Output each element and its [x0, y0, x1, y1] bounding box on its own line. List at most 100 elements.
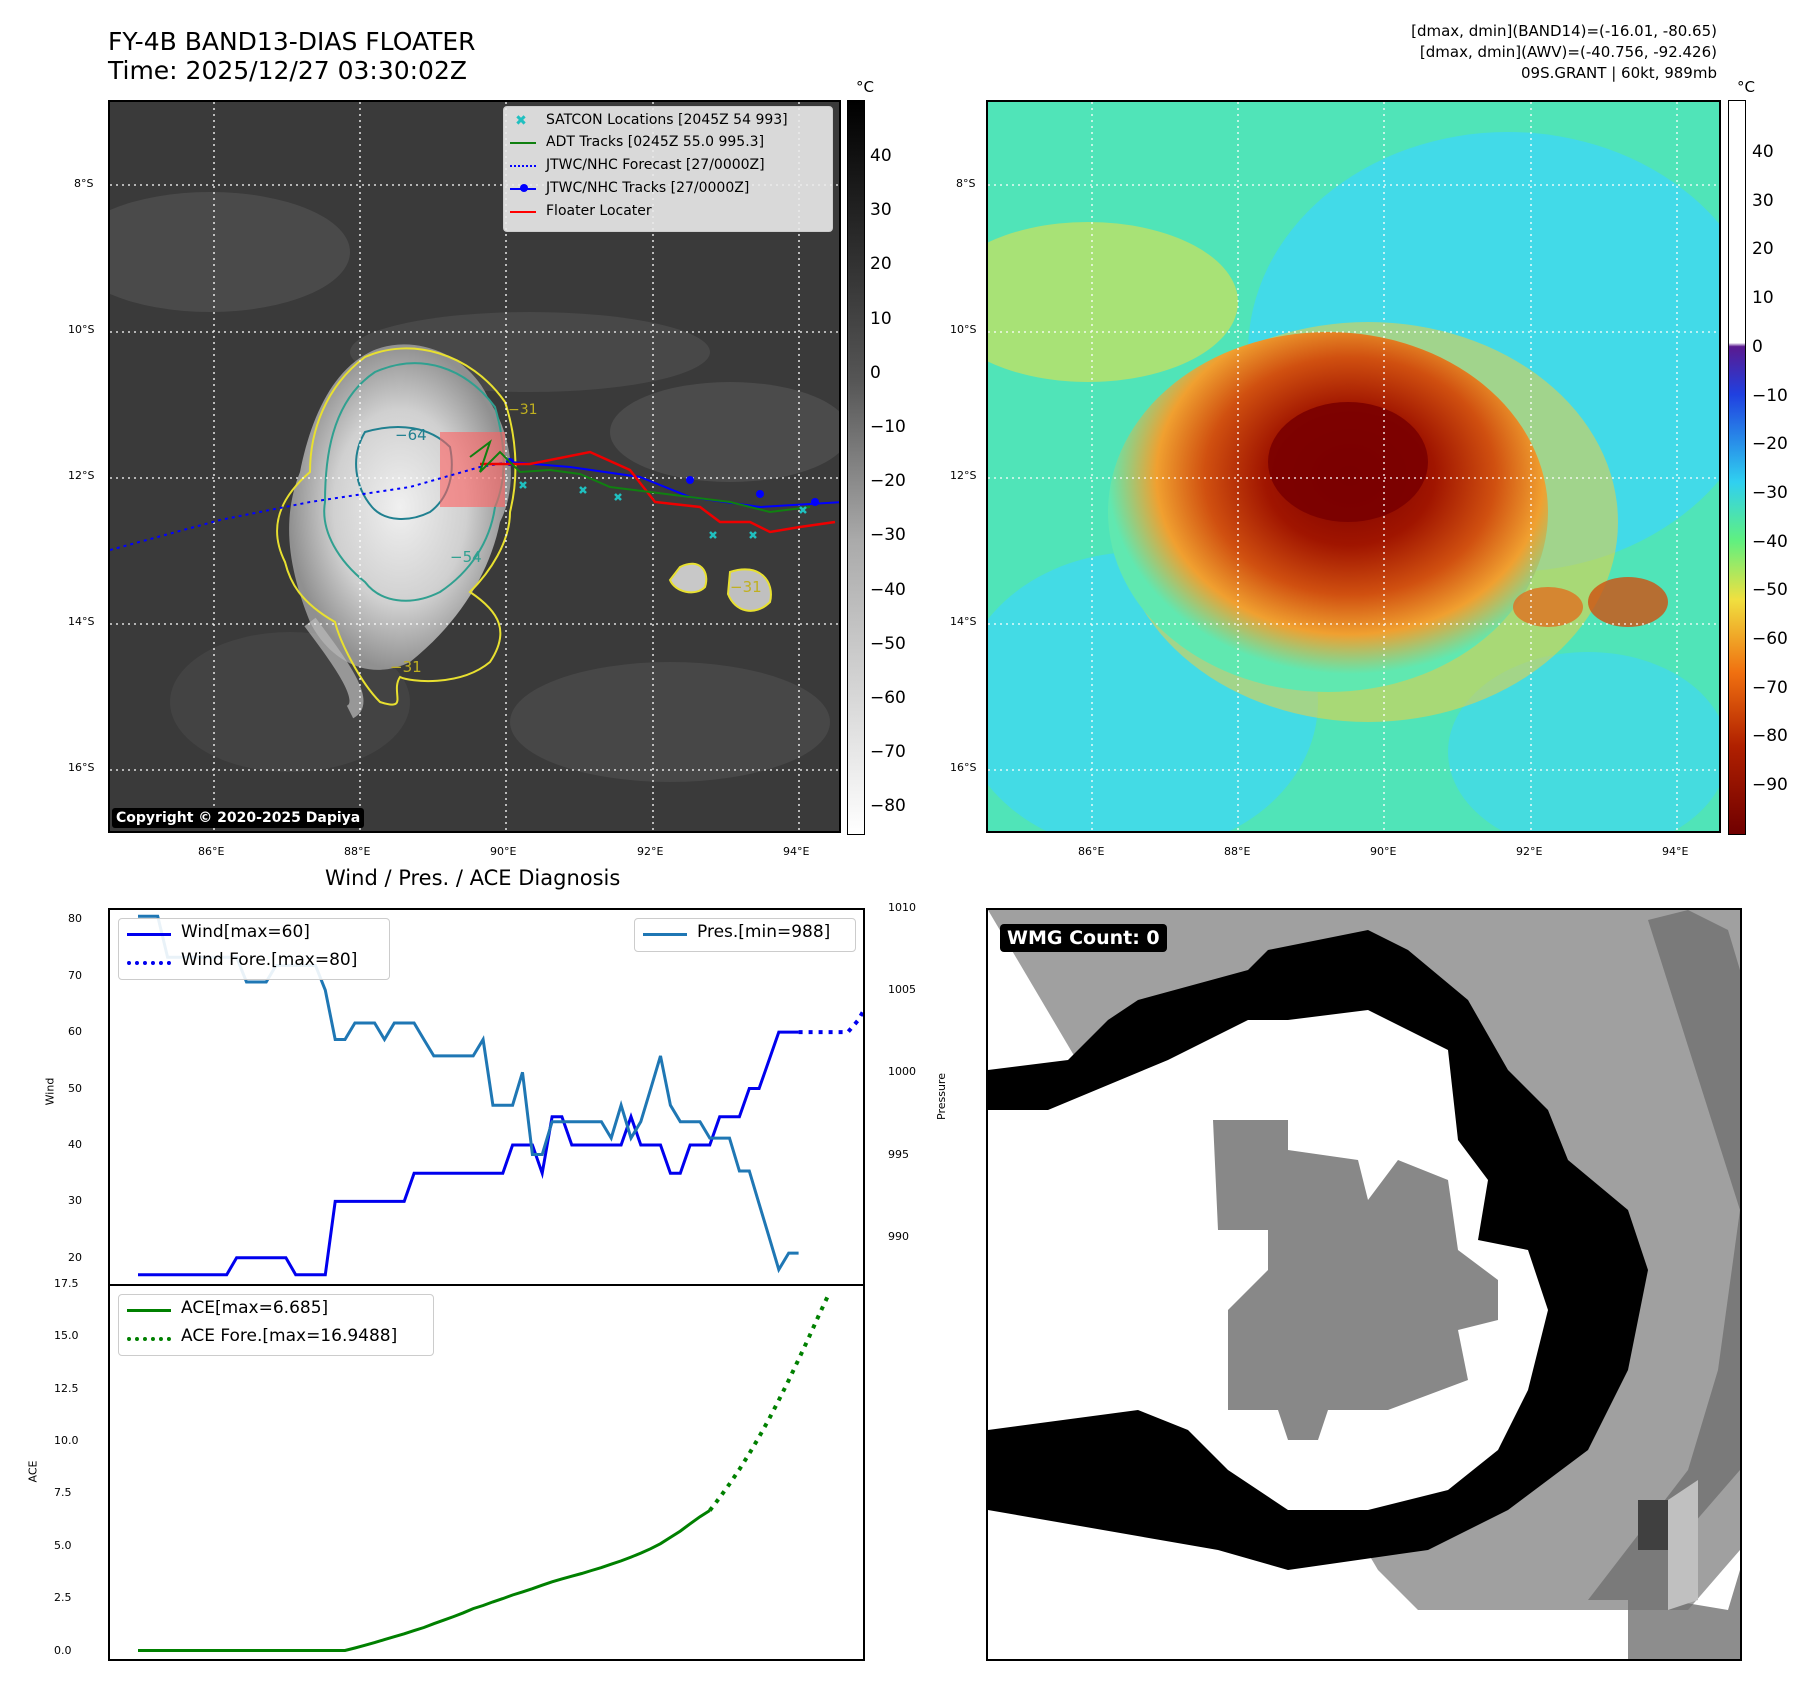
- adt-legend-icon: [510, 142, 536, 144]
- storm-cloud-mass: [289, 344, 511, 670]
- wind-tick: 60: [68, 1025, 82, 1039]
- wind-legend-line: [127, 933, 171, 936]
- awv-colorbar-tick: −50: [1752, 580, 1788, 601]
- contour-label-31a: −31: [390, 658, 422, 676]
- awv-lon-tick: 88°E: [1224, 845, 1251, 858]
- wind-fore-legend-label: Wind Fore.[max=80]: [181, 950, 358, 970]
- ir-lat-tick: 16°S: [68, 761, 95, 774]
- ir-colorbar-tick: 30: [870, 200, 892, 221]
- ir-colorbar-tick: −70: [870, 742, 906, 763]
- wind-fore-legend-line: [127, 961, 171, 965]
- series-line-0: [138, 1030, 799, 1277]
- contour-label-64: −64: [395, 426, 427, 444]
- pres-ylabel: Pressure: [934, 1073, 948, 1120]
- awv-colorbar-tick: 10: [1752, 288, 1774, 309]
- pres-legend: Pres.[min=988]: [634, 918, 856, 952]
- ir-colorbar-tick: −20: [870, 471, 906, 492]
- copyright-badge: Copyright © 2020-2025 Dapiya: [112, 808, 365, 828]
- pres-legend-line: [643, 933, 687, 936]
- wind-ylabel: Wind: [43, 1077, 57, 1106]
- awv-colorbar-tick: −90: [1752, 775, 1788, 796]
- awv-range-text: [dmax, dmin](AWV)=(-40.756, -92.426): [1419, 43, 1717, 61]
- ir-lon-tick: 90°E: [490, 845, 517, 858]
- contour-label-54: −54: [450, 548, 482, 566]
- series-line-3: [138, 1509, 711, 1652]
- awv-lat-tick: 12°S: [950, 469, 977, 482]
- awv-colorbar: [1728, 100, 1746, 835]
- wind-tick: 30: [68, 1194, 82, 1208]
- contour-label-31c: −31: [508, 402, 538, 418]
- ir-lat-tick: 8°S: [74, 177, 94, 190]
- awv-map-panel: [986, 100, 1721, 833]
- ir-lon-tick: 94°E: [783, 845, 810, 858]
- ir-map-svg: −64 −54 −31 −31 −31: [110, 102, 839, 831]
- ir-lat-tick: 12°S: [68, 469, 95, 482]
- ir-colorbar-tick: −30: [870, 525, 906, 546]
- wind-legend-label: Wind[max=60]: [181, 922, 310, 942]
- legend-tracks: JTWC/NHC Tracks [27/0000Z]: [546, 180, 750, 196]
- awv-colorbar-tick: 20: [1752, 239, 1774, 260]
- legend-forecast: JTWC/NHC Forecast [27/0000Z]: [546, 157, 765, 173]
- ace-tick: 5.0: [54, 1538, 72, 1552]
- satcon-legend-icon: ✖: [515, 113, 527, 129]
- forecast-legend-icon: [510, 165, 536, 167]
- ace-tick: 15.0: [54, 1329, 79, 1343]
- wmg-panel: WMG Count: 0: [986, 908, 1742, 1661]
- pres-tick: 995: [888, 1147, 909, 1161]
- awv-lon-tick: 92°E: [1516, 845, 1543, 858]
- wmg-count-badge: WMG Count: 0: [1000, 924, 1167, 952]
- legend-adt: ADT Tracks [0245Z 55.0 995.3]: [546, 134, 765, 150]
- ir-colorbar-tick: 0: [870, 362, 881, 383]
- ir-map-legend: ✖ SATCON Locations [2045Z 54 993] ADT Tr…: [503, 106, 833, 232]
- wind-tick: 70: [68, 968, 82, 982]
- ace-tick: 0.0: [54, 1643, 72, 1657]
- ir-colorbar-unit: °C: [856, 78, 874, 96]
- ir-colorbar-tick: −50: [870, 633, 906, 654]
- awv-colorbar-tick: 30: [1752, 190, 1774, 211]
- awv-colorbar-tick: −60: [1752, 629, 1788, 649]
- awv-colorbar-tick: −30: [1752, 482, 1788, 503]
- pres-tick: 1000: [888, 1065, 916, 1079]
- awv-colorbar-tick: −80: [1752, 726, 1788, 747]
- awv-lon-tick: 90°E: [1370, 845, 1397, 858]
- floater-legend-icon: [510, 211, 536, 213]
- wind-tick: 50: [68, 1081, 82, 1095]
- tracks-legend-dot: [520, 184, 528, 192]
- ir-colorbar: [847, 100, 865, 835]
- ace-fore-legend-line: [127, 1337, 171, 1341]
- ir-colorbar-tick: 20: [870, 254, 892, 275]
- ace-fore-legend-label: ACE Fore.[max=16.9488]: [181, 1326, 398, 1346]
- floater-locater-line: [480, 450, 836, 534]
- pres-tick: 1010: [888, 901, 916, 914]
- contour-teal-inner: [355, 426, 453, 520]
- awv-map-svg: [988, 102, 1719, 831]
- awv-colorbar-unit: °C: [1737, 78, 1755, 96]
- awv-colorbar-tick: 40: [1752, 142, 1774, 162]
- ace-legend: ACE[max=6.685] ACE Fore.[max=16.9488]: [118, 1294, 434, 1356]
- pres-legend-label: Pres.[min=988]: [697, 922, 831, 942]
- awv-gridlines: [988, 102, 1719, 831]
- wmg-core-gray: [1213, 1120, 1498, 1440]
- ir-colorbar-tick: −10: [870, 417, 906, 437]
- ace-tick: 17.5: [54, 1277, 79, 1290]
- awv-colorbar-tick: 0: [1752, 336, 1763, 357]
- ace-ylabel: ACE: [26, 1460, 40, 1483]
- ir-colorbar-tick: 10: [870, 308, 892, 329]
- satcon-points: [519, 481, 807, 539]
- pres-tick: 1005: [888, 983, 916, 997]
- contour-yellow: [276, 347, 517, 706]
- figure-title: FY-4B BAND13-DIAS FLOATER: [108, 27, 476, 56]
- diag-title: Wind / Pres. / ACE Diagnosis: [325, 866, 621, 890]
- ir-colorbar-tick: −60: [870, 688, 906, 708]
- series-line-4: [708, 1294, 830, 1512]
- wind-pres-plot: [138, 914, 863, 1277]
- ace-legend-line: [127, 1309, 171, 1312]
- wmg-grid-svg: [988, 910, 1740, 1659]
- wind-tick: 80: [68, 912, 82, 926]
- awv-lon-tick: 86°E: [1078, 845, 1105, 858]
- ace-legend-label: ACE[max=6.685]: [181, 1298, 329, 1318]
- jtwc-track-line: [509, 461, 839, 509]
- ace-plot: [138, 1294, 830, 1652]
- legend-floater: Floater Locater: [546, 203, 652, 219]
- ir-colorbar-tick: −80: [870, 796, 906, 817]
